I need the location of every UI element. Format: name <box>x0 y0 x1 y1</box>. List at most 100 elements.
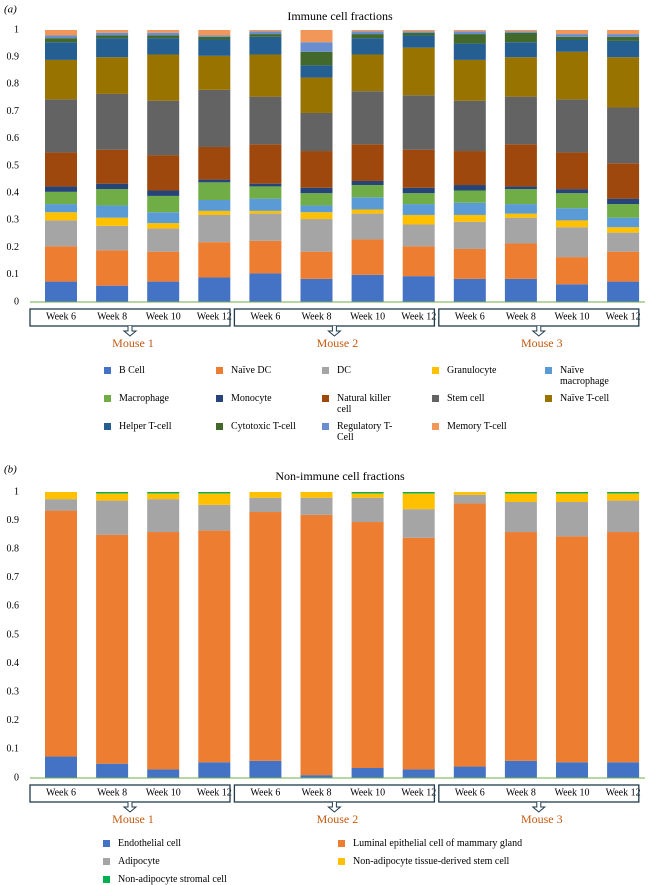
x-tick-label: Week 6 <box>455 311 485 322</box>
bar-segment <box>45 59 77 100</box>
y-tick-label: 0.3 <box>7 215 20 226</box>
y-tick-label: 0.8 <box>7 543 20 554</box>
panel-label: (b) <box>4 464 17 476</box>
bar-segment <box>607 34 640 37</box>
legend-swatch <box>322 423 329 430</box>
bar-segment <box>453 31 486 35</box>
bar-segment <box>504 204 537 214</box>
bar-segment <box>556 227 588 258</box>
legend-item: Endothelial cell <box>103 838 363 849</box>
bar-segment <box>198 182 231 200</box>
bar-segment <box>607 57 640 108</box>
bar-segment <box>300 212 333 220</box>
bar-segment <box>504 213 537 218</box>
legend-label: Macrophage <box>119 393 169 404</box>
legend-item: Non-adipocyte stromal cell <box>103 874 363 885</box>
legend-label: Endothelial cell <box>118 838 182 849</box>
legend-item: Macrophage <box>104 393 184 404</box>
bar-segment <box>249 760 282 778</box>
bar-segment <box>402 493 435 510</box>
bar-segment <box>351 34 384 39</box>
bar-segment <box>402 204 435 215</box>
bar-segment <box>351 38 384 55</box>
group-label: Mouse 2 <box>317 336 359 350</box>
legend-swatch <box>322 367 329 374</box>
bar-segment <box>96 217 129 226</box>
bar-segment <box>45 38 77 43</box>
x-tick-label: Week 12 <box>197 311 232 322</box>
bar-segment <box>504 144 537 187</box>
legend-item: Non-adipocyte tissue-derived stem cell <box>338 856 598 867</box>
bar-segment <box>504 42 537 58</box>
legend-label: Granulocyte <box>447 365 497 376</box>
panel-label: (a) <box>4 4 17 16</box>
bar-segment <box>300 497 333 515</box>
bar-segment <box>351 185 384 198</box>
bar-segment <box>45 756 77 778</box>
bar-segment <box>147 281 180 302</box>
group-arrow <box>531 326 547 337</box>
bar-segment <box>402 246 435 277</box>
bar-segment <box>607 217 640 228</box>
bar-segment <box>556 30 588 35</box>
y-tick-label: 0.2 <box>7 715 20 726</box>
bar-segment <box>198 39 231 56</box>
bar-segment <box>453 30 486 32</box>
group-label: Mouse 1 <box>112 812 154 826</box>
legend-item: Regulatory T-Cell <box>322 421 402 443</box>
x-tick-label: Week 12 <box>197 787 232 798</box>
group-arrow <box>327 326 342 337</box>
group-label: Mouse 3 <box>521 812 563 826</box>
bar-segment <box>351 239 384 275</box>
legend-label: Luminal epithelial cell of mammary gland <box>353 838 523 849</box>
bar-segment <box>249 198 282 211</box>
bar-segment <box>607 532 640 763</box>
bar-segment <box>504 189 537 205</box>
bar-segment <box>402 769 435 778</box>
bar-segment <box>147 38 180 55</box>
bar-segment <box>96 189 129 206</box>
bar-segment <box>351 144 384 181</box>
group-arrow <box>531 802 547 813</box>
bar-segment <box>45 510 77 757</box>
bar-segment <box>96 250 129 286</box>
legend-item: DC <box>322 365 402 376</box>
y-tick-label: 0.1 <box>7 744 20 755</box>
bar-segment <box>351 497 384 523</box>
bar-segment <box>504 493 537 503</box>
bar-segment <box>45 99 77 153</box>
legend-label: Non-adipocyte stromal cell <box>118 874 227 885</box>
bar-segment <box>198 493 231 505</box>
bar-segment <box>556 39 588 52</box>
group-arrow <box>122 802 138 813</box>
bar-segment <box>147 155 180 191</box>
bar-segment <box>198 200 231 211</box>
bar-segment <box>300 251 333 279</box>
x-tick-label: Week 8 <box>97 787 127 798</box>
bar-segment <box>402 224 435 247</box>
bar-segment <box>351 197 384 210</box>
bar-segment <box>453 185 486 191</box>
bar-segment <box>249 512 282 761</box>
bar-segment <box>198 35 231 37</box>
x-tick-label: Week 6 <box>46 787 76 798</box>
y-tick-label: 0 <box>14 772 19 783</box>
bar-segment <box>249 273 282 302</box>
legend-swatch <box>338 840 345 847</box>
y-tick-label: 1 <box>14 24 19 35</box>
bar-segment <box>402 509 435 538</box>
bar-segment <box>556 492 588 494</box>
bar-segment <box>147 492 180 494</box>
bar-segment <box>198 55 231 90</box>
legend-label: Naïve DC <box>231 365 272 376</box>
bar-segment <box>249 54 282 97</box>
bar-segment <box>402 47 435 96</box>
x-tick-label: Week 10 <box>350 311 385 322</box>
bar-segment <box>147 190 180 196</box>
chart-title: Immune cell fractions <box>287 9 393 23</box>
y-tick-label: 0.5 <box>7 629 20 640</box>
x-tick-label: Week 6 <box>250 787 280 798</box>
bar-segment <box>198 762 231 778</box>
bar-segment <box>300 278 333 302</box>
x-tick-label: Week 10 <box>350 787 385 798</box>
